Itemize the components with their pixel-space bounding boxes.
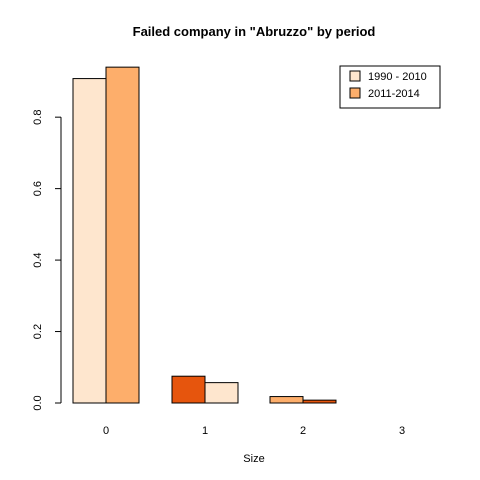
legend-swatch [349, 87, 361, 99]
bar-1990-2010-0 [72, 78, 107, 404]
x-axis-label: Size [243, 453, 264, 465]
y-tick-label: 0.0 [32, 395, 44, 410]
bar-1990-2010-1 [171, 375, 206, 404]
bar-2011-2014-0 [105, 66, 140, 404]
chart-title: Failed company in "Abruzzo" by period [133, 24, 376, 39]
x-tick-labels: 0 1 2 3 [103, 425, 405, 437]
y-axis: 0.0 0.2 0.4 0.6 0.8 [32, 110, 62, 411]
y-tick-label: 0.6 [32, 181, 44, 196]
legend-label: 2011-2014 [368, 88, 420, 100]
y-tick-label: 0.8 [32, 110, 44, 125]
x-tick-label: 3 [399, 425, 405, 437]
x-tick-label: 2 [300, 425, 306, 437]
legend: 1990 - 2010 2011-2014 [339, 65, 441, 109]
bar-2011-2014-1 [204, 382, 239, 404]
y-tick-label: 0.2 [32, 324, 44, 339]
x-tick-label: 0 [103, 425, 109, 437]
bars [72, 66, 337, 404]
bar-1990-2010-2 [269, 396, 304, 404]
y-tick-label: 0.4 [32, 252, 44, 267]
legend-label: 1990 - 2010 [368, 71, 427, 83]
x-tick-label: 1 [202, 425, 208, 437]
bar-2011-2014-2 [302, 399, 337, 404]
legend-swatch [349, 70, 361, 82]
